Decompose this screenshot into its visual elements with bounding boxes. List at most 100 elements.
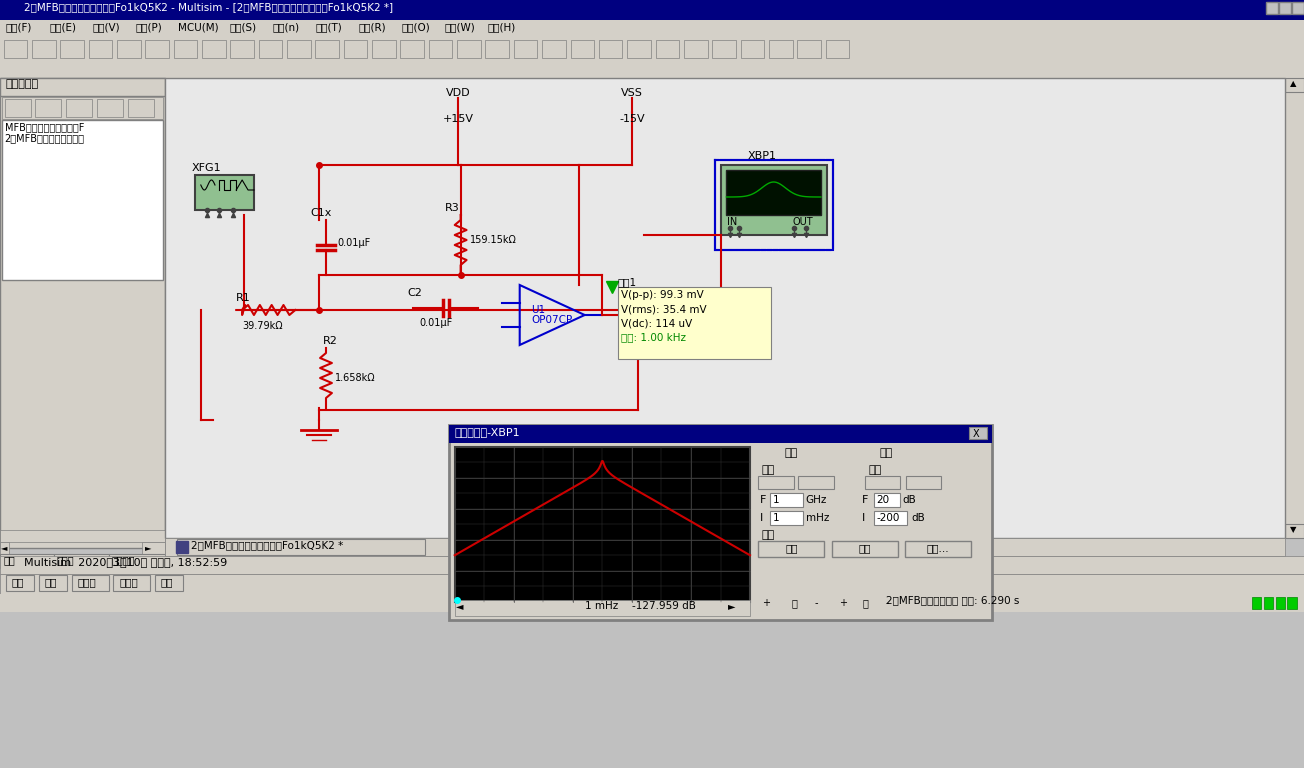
FancyBboxPatch shape: [721, 165, 827, 235]
Text: 转移(n): 转移(n): [273, 22, 300, 32]
Text: Multisim  2020年3月10日 星期二, 18:52:59: Multisim 2020年3月10日 星期二, 18:52:59: [23, 557, 227, 567]
FancyBboxPatch shape: [7, 575, 34, 591]
Text: 对数: 对数: [762, 478, 775, 488]
FancyBboxPatch shape: [1287, 597, 1297, 609]
FancyBboxPatch shape: [202, 40, 226, 58]
Text: 2阶MFB巴斯沃特带通滤波: 2阶MFB巴斯沃特带通滤波: [5, 133, 85, 143]
Text: 1: 1: [772, 495, 778, 505]
Text: 进: 进: [792, 598, 797, 608]
Text: -15V: -15V: [619, 114, 644, 124]
Text: 帮助(H): 帮助(H): [488, 22, 516, 32]
FancyBboxPatch shape: [67, 99, 93, 117]
Text: dB: dB: [911, 513, 926, 523]
FancyBboxPatch shape: [865, 476, 900, 489]
FancyBboxPatch shape: [798, 476, 833, 489]
Text: 幅值: 幅值: [785, 448, 798, 458]
FancyBboxPatch shape: [0, 20, 1304, 38]
FancyBboxPatch shape: [771, 493, 803, 507]
Text: 2阶MFB巴斯沃特带通滤波器Fo1kQ5K2 - Multisim - [2阶MFB巴斯沃特带通滤波器Fo1kQ5K2 *]: 2阶MFB巴斯沃特带通滤波器Fo1kQ5K2 - Multisim - [2阶M…: [23, 2, 393, 12]
Text: 垂直: 垂直: [868, 465, 882, 475]
FancyBboxPatch shape: [96, 99, 123, 117]
FancyBboxPatch shape: [771, 511, 803, 525]
FancyBboxPatch shape: [5, 99, 31, 117]
Text: I: I: [862, 513, 866, 523]
FancyBboxPatch shape: [1266, 2, 1278, 14]
FancyBboxPatch shape: [1286, 78, 1304, 92]
Text: -: -: [815, 598, 819, 608]
Text: 159.15kΩ: 159.15kΩ: [471, 235, 516, 245]
Text: X: X: [973, 429, 979, 439]
FancyBboxPatch shape: [3, 120, 163, 280]
FancyBboxPatch shape: [0, 574, 1304, 594]
FancyBboxPatch shape: [712, 40, 735, 58]
Text: 线性: 线性: [909, 478, 922, 488]
FancyBboxPatch shape: [0, 556, 1304, 574]
FancyBboxPatch shape: [0, 594, 1304, 612]
Text: mHz: mHz: [806, 513, 829, 523]
Text: 设置...: 设置...: [927, 543, 949, 553]
FancyBboxPatch shape: [1286, 524, 1304, 538]
Text: 2阶MFB巴斯沃特带通 传速: 6.290 s: 2阶MFB巴斯沃特带通 传速: 6.290 s: [885, 595, 1020, 605]
FancyBboxPatch shape: [455, 600, 750, 616]
FancyBboxPatch shape: [825, 40, 849, 58]
FancyBboxPatch shape: [1275, 597, 1286, 609]
Text: 编辑(E): 编辑(E): [50, 22, 76, 32]
FancyBboxPatch shape: [3, 97, 163, 119]
Text: 控件: 控件: [762, 530, 775, 540]
FancyBboxPatch shape: [759, 541, 824, 557]
FancyBboxPatch shape: [874, 511, 908, 525]
Text: 可见度: 可见度: [56, 555, 74, 565]
Text: 探针1: 探针1: [618, 277, 636, 287]
Text: 相位: 相位: [879, 448, 892, 458]
FancyBboxPatch shape: [35, 99, 61, 117]
Text: GHz: GHz: [806, 495, 827, 505]
FancyBboxPatch shape: [906, 476, 941, 489]
FancyBboxPatch shape: [0, 60, 1304, 78]
FancyBboxPatch shape: [571, 40, 595, 58]
FancyBboxPatch shape: [0, 554, 55, 568]
Text: 视图(V): 视图(V): [93, 22, 120, 32]
FancyBboxPatch shape: [741, 40, 764, 58]
Text: I: I: [759, 513, 763, 523]
Text: 反向: 反向: [785, 543, 798, 553]
Text: 仿真(S): 仿真(S): [230, 22, 257, 32]
Text: 项目视图: 项目视图: [111, 555, 134, 565]
Text: ►: ►: [728, 601, 735, 611]
Text: C1x: C1x: [310, 208, 333, 218]
FancyBboxPatch shape: [113, 575, 150, 591]
Text: R3: R3: [445, 203, 460, 213]
Text: XFG1: XFG1: [192, 163, 222, 173]
Text: 网络: 网络: [44, 577, 57, 587]
Text: 工具(T): 工具(T): [316, 22, 342, 32]
Text: 线性: 线性: [803, 478, 816, 488]
Text: C2: C2: [407, 288, 422, 298]
FancyBboxPatch shape: [0, 542, 9, 554]
FancyBboxPatch shape: [969, 427, 987, 439]
FancyBboxPatch shape: [0, 78, 166, 548]
Text: 1 mHz: 1 mHz: [584, 601, 618, 611]
FancyBboxPatch shape: [542, 40, 566, 58]
FancyBboxPatch shape: [0, 78, 166, 96]
Text: +: +: [762, 598, 769, 608]
FancyBboxPatch shape: [449, 425, 992, 620]
Text: V(dc): 114 uV: V(dc): 114 uV: [621, 318, 692, 328]
Text: OP07CP: OP07CP: [532, 315, 572, 325]
Text: 0.01μF: 0.01μF: [338, 238, 372, 248]
FancyBboxPatch shape: [1286, 78, 1304, 538]
Text: R1: R1: [236, 293, 250, 303]
Text: 39.79kΩ: 39.79kΩ: [243, 321, 283, 331]
FancyBboxPatch shape: [39, 575, 68, 591]
FancyBboxPatch shape: [0, 0, 1304, 20]
FancyBboxPatch shape: [194, 175, 254, 210]
Text: VSS: VSS: [621, 88, 643, 98]
Text: XBP1: XBP1: [747, 151, 776, 161]
FancyBboxPatch shape: [0, 530, 166, 542]
Text: ▼: ▼: [1290, 525, 1296, 534]
FancyBboxPatch shape: [177, 539, 425, 555]
FancyBboxPatch shape: [155, 575, 183, 591]
Text: -: -: [885, 598, 889, 608]
Text: 0.01μF: 0.01μF: [420, 318, 452, 328]
Text: V(p-p): 99.3 mV: V(p-p): 99.3 mV: [621, 290, 704, 300]
FancyBboxPatch shape: [72, 575, 108, 591]
Text: IN: IN: [728, 217, 738, 227]
